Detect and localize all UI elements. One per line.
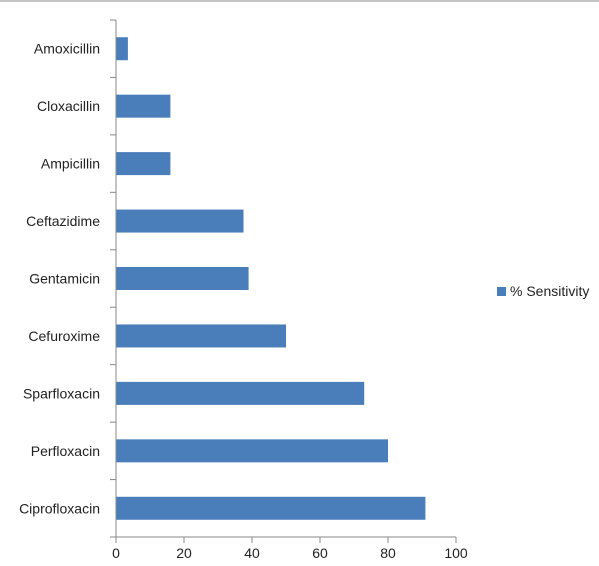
bar-ampicillin — [116, 152, 171, 176]
category-label-cefuroxime: Cefuroxime — [28, 328, 100, 344]
bar-ceftazidime — [116, 209, 244, 233]
x-tick-label-100: 100 — [444, 545, 468, 561]
category-label-amoxicillin: Amoxicillin — [34, 41, 100, 57]
bar-ciprofloxacin — [116, 496, 426, 520]
bar-cloxacillin — [116, 94, 171, 118]
legend-label: % Sensitivity — [510, 283, 589, 299]
bar-gentamicin — [116, 267, 249, 290]
category-labels: Amoxicillin Cloxacillin Ampicillin Ceftazid… — [19, 41, 100, 517]
legend-swatch — [497, 287, 506, 296]
bar-cefuroxime — [116, 324, 286, 348]
bar-amoxicillin — [116, 37, 128, 61]
x-tick-label-80: 80 — [380, 545, 396, 561]
x-tick-labels: 0 20 40 60 80 100 — [112, 545, 468, 561]
axes — [110, 19, 457, 543]
category-label-ceftazidime: Ceftazidime — [26, 213, 100, 229]
x-tick-label-0: 0 — [112, 545, 120, 561]
category-label-ampicillin: Ampicillin — [41, 156, 100, 172]
category-label-sparfloxacin: Sparfloxacin — [23, 385, 100, 401]
bar-sparfloxacin — [116, 381, 365, 405]
bars-group — [116, 37, 426, 520]
bar-perfloxacin — [116, 439, 388, 463]
category-label-perfloxacin: Perfloxacin — [31, 443, 100, 459]
category-label-cloxacillin: Cloxacillin — [37, 98, 100, 114]
category-label-ciprofloxacin: Ciprofloxacin — [19, 500, 100, 516]
category-label-gentamicin: Gentamicin — [29, 271, 100, 287]
legend: % Sensitivity — [497, 283, 589, 299]
x-tick-label-20: 20 — [176, 545, 192, 561]
x-tick-label-60: 60 — [312, 545, 328, 561]
x-tick-label-40: 40 — [244, 545, 260, 561]
